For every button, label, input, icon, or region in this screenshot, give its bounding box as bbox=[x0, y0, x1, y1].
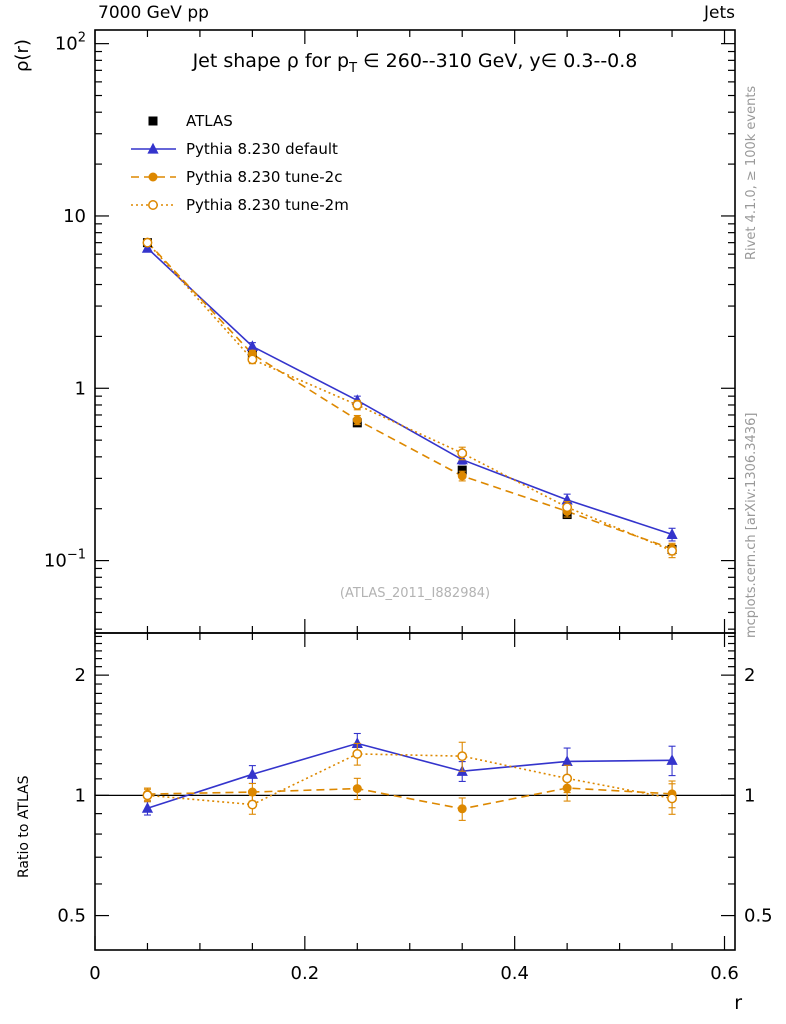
pythia-tune-2m-marker-ratio bbox=[352, 748, 363, 759]
legend-marker-pythia-default bbox=[147, 142, 159, 154]
y-tick-label: 1 bbox=[75, 378, 86, 399]
pythia-tune-2c-marker-main bbox=[457, 471, 467, 481]
pythia-tune-2m-marker-main bbox=[352, 400, 363, 410]
pythia-default-marker-ratio bbox=[666, 754, 678, 765]
x-tick-label: 0.4 bbox=[500, 963, 529, 984]
pythia-tune-2m-marker-main bbox=[667, 545, 677, 556]
analysis-watermark: (ATLAS_2011_I882984) bbox=[339, 586, 491, 601]
pythia-tune-2c-marker-ratio bbox=[352, 784, 362, 794]
x-tick-label: 0 bbox=[89, 963, 100, 984]
pythia-tune-2m-marker-ratio bbox=[667, 793, 677, 804]
pythia-tune-2c-line-ratio bbox=[147, 787, 673, 810]
y-tick-label: 102 bbox=[55, 31, 86, 55]
pythia-tune-2c-marker-ratio bbox=[457, 804, 467, 814]
pythia-default-marker-ratio bbox=[351, 737, 363, 749]
pythia-default-marker-ratio bbox=[561, 755, 573, 767]
x-axis-label: r bbox=[734, 992, 742, 1014]
pythia-tune-2m-line-ratio bbox=[147, 753, 673, 806]
pythia-tune-2m-marker-ratio bbox=[562, 773, 573, 784]
rivet-version-note: Rivet 4.1.0, ≥ 100k events bbox=[744, 85, 759, 260]
pythia-default-line-ratio bbox=[147, 742, 673, 809]
pythia-tune-2m-marker-main bbox=[562, 502, 573, 513]
pythia-default-marker-ratio bbox=[141, 802, 154, 813]
pythia-tune-2m-marker-main bbox=[142, 237, 153, 248]
pythia-tune-2m-line-main bbox=[146, 242, 673, 552]
y-tick-label: 0.5 bbox=[57, 906, 86, 927]
legend-label-pythia-tune-2m: Pythia 8.230 tune-2m bbox=[186, 196, 349, 214]
legend-marker-pythia-tune-2c bbox=[148, 172, 158, 182]
pythia-default-marker-ratio bbox=[246, 768, 258, 779]
legend-label-pythia-tune-2c: Pythia 8.230 tune-2c bbox=[186, 168, 342, 186]
ratio-panel-frame bbox=[94, 632, 736, 951]
plot-title-suffix: ∈ 260--310 GeV, y∈ 0.3--0.8 bbox=[357, 50, 638, 72]
plot-title: Jet shape ρ for pT ∈ 260--310 GeV, y∈ 0.… bbox=[95, 50, 735, 76]
legend-marker-pythia-tune-2m bbox=[148, 200, 158, 210]
y-tick-label: 2 bbox=[744, 665, 755, 686]
pythia-tune-2c-line-main bbox=[146, 241, 673, 550]
x-tick-label: 0.2 bbox=[291, 963, 320, 984]
pythia-tune-2m-marker-ratio bbox=[247, 799, 258, 810]
legend-marker-atlas bbox=[148, 116, 158, 126]
y-tick-label: 2 bbox=[75, 665, 86, 686]
header-beam-energy: 7000 GeV pp bbox=[98, 3, 209, 23]
pythia-tune-2m-marker-main bbox=[247, 354, 258, 365]
y-tick-label: 10−1 bbox=[44, 548, 86, 572]
atlas-marker-main bbox=[457, 465, 467, 475]
pythia-tune-2c-marker-ratio bbox=[247, 787, 257, 797]
pythia-default-marker-main bbox=[246, 340, 258, 351]
y-tick-label: 10 bbox=[63, 206, 86, 227]
plot-title-prefix: Jet shape ρ for p bbox=[192, 50, 350, 72]
pythia-tune-2m-marker-ratio bbox=[457, 751, 468, 762]
pythia-tune-2m-marker-ratio bbox=[142, 790, 153, 801]
x-tick-label: 0.6 bbox=[710, 963, 739, 984]
y-tick-label: 1 bbox=[75, 785, 86, 806]
legend-label-atlas: ATLAS bbox=[186, 112, 233, 130]
y-axis-label-main: ρ(r) bbox=[12, 39, 33, 72]
plot-title-subscript: T bbox=[349, 61, 358, 76]
y-axis-label-ratio: Ratio to ATLAS bbox=[16, 775, 32, 878]
legend-label-pythia-default: Pythia 8.230 default bbox=[186, 140, 338, 158]
pythia-default-line-main bbox=[146, 247, 673, 536]
pythia-tune-2c-marker-main bbox=[352, 415, 362, 425]
y-tick-label: 0.5 bbox=[744, 906, 773, 927]
mcplots-reference-note: mcplots.cern.ch [arXiv:1306.3436] bbox=[744, 412, 759, 638]
pythia-default-marker-main bbox=[666, 528, 678, 539]
y-tick-label: 1 bbox=[744, 785, 755, 806]
header-analysis-type: Jets bbox=[704, 3, 735, 23]
pythia-tune-2m-marker-main bbox=[457, 448, 468, 459]
